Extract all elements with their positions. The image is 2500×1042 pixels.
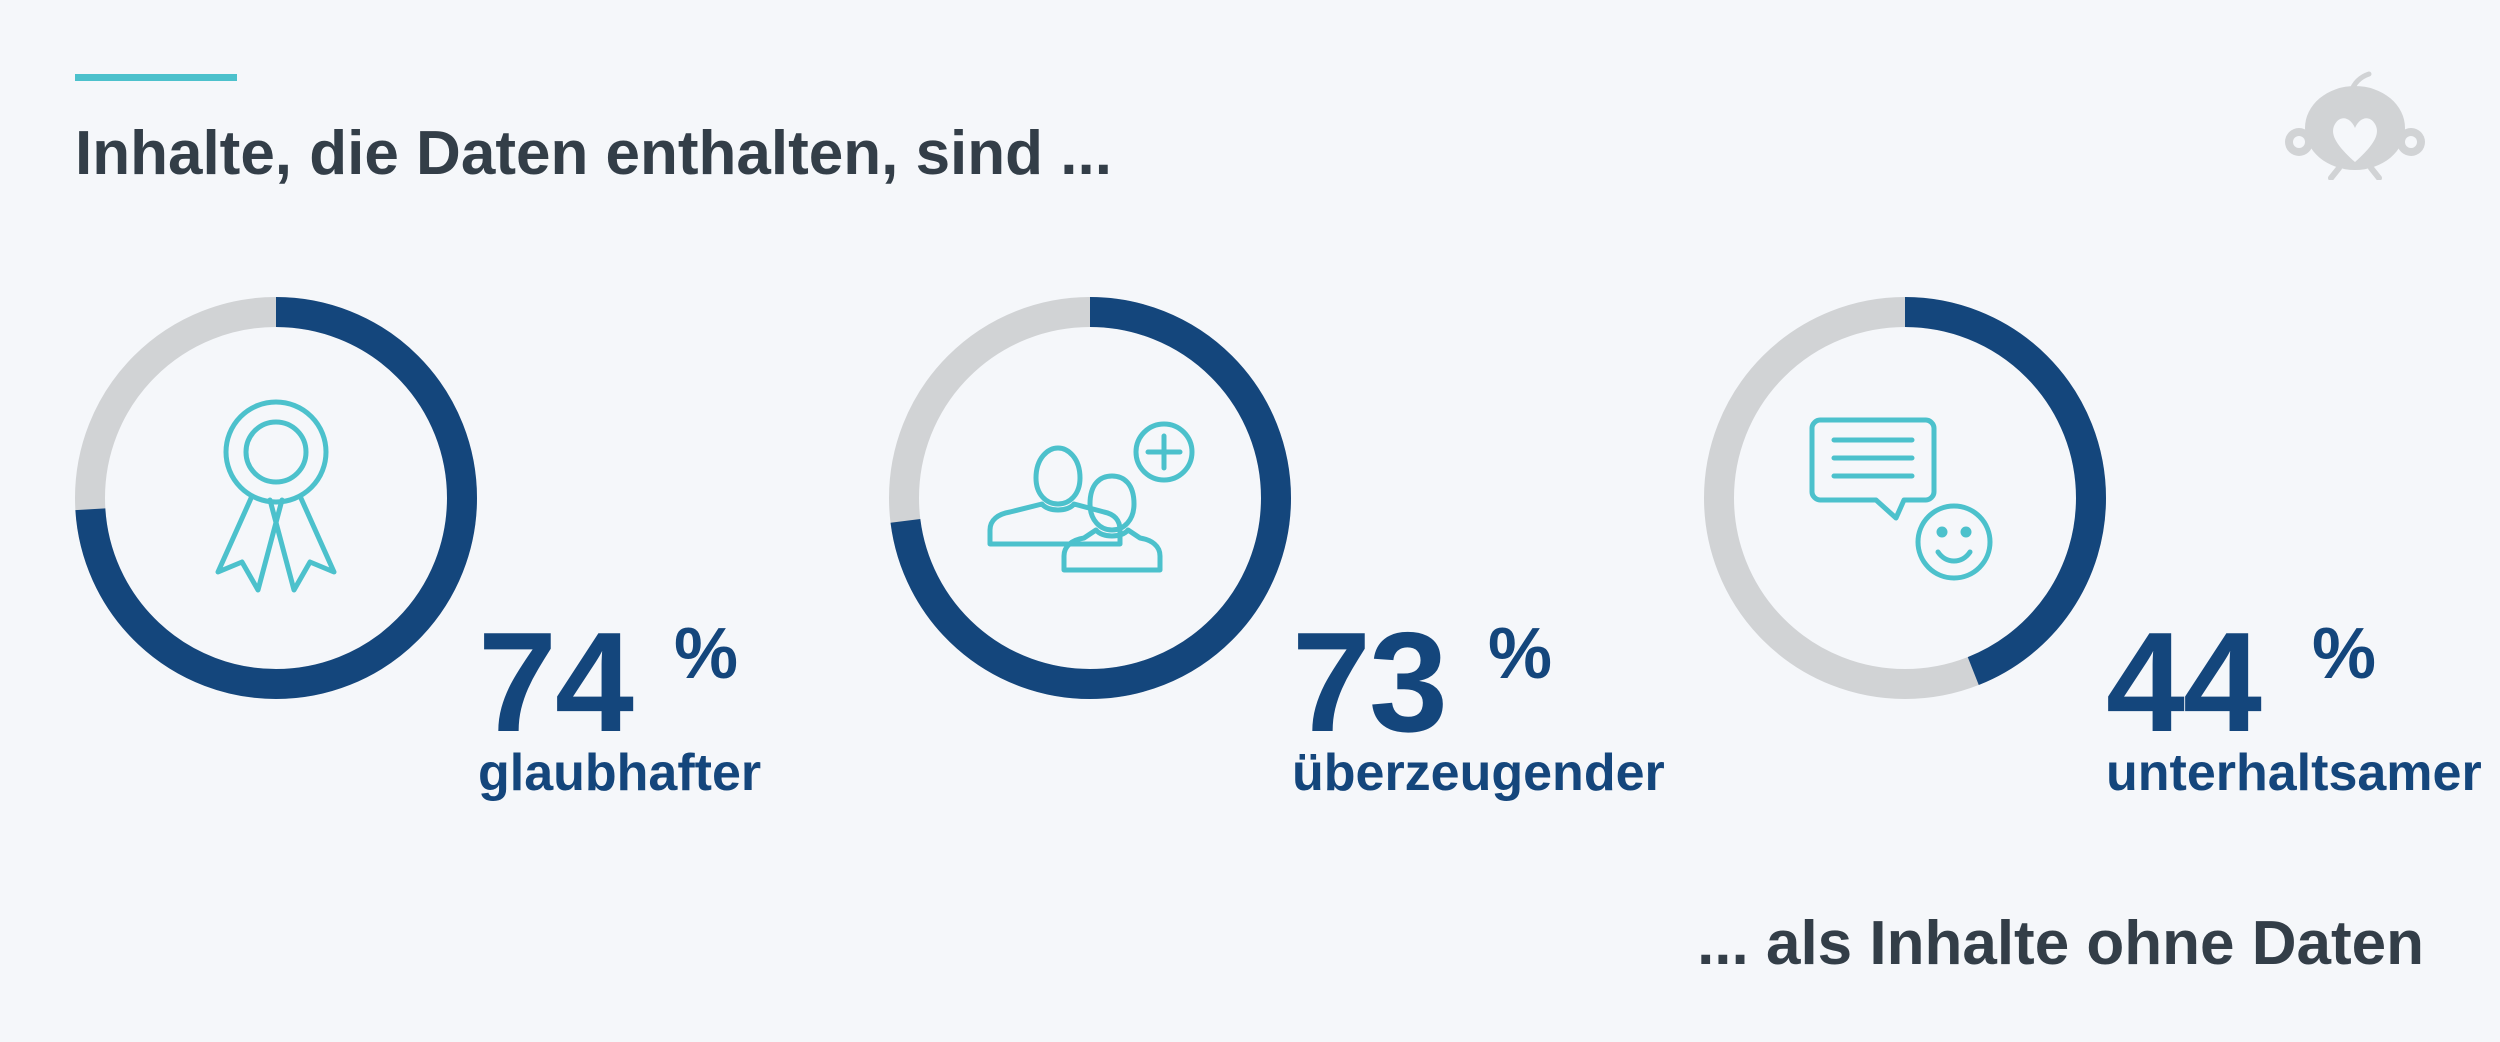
donut-1 (75, 297, 477, 699)
stat-2-value: 73 (1292, 603, 1448, 762)
stat-1-unit: % (674, 614, 739, 694)
donut-3 (1704, 297, 2106, 699)
stat-2-unit: % (1488, 614, 1553, 694)
donut-2 (889, 297, 1291, 699)
stat-2-label: überzeugender (1292, 744, 1665, 802)
stat-1-value: 74 (478, 603, 634, 762)
page-title: Inhalte, die Daten enthalten, sind ... (75, 119, 1112, 188)
users-add-icon (987, 421, 1195, 573)
donut-2-fill (889, 297, 1291, 699)
stat-3-label: unterhaltsamer (2106, 744, 2482, 802)
stat-3-unit: % (2312, 614, 2377, 694)
accent-line (75, 74, 237, 81)
donut-1-fill (75, 297, 477, 699)
stat-3-value: 44 (2106, 603, 2262, 762)
donut-3-fill (1704, 297, 2106, 699)
footer-note: ... als Inhalte ohne Daten (1697, 909, 2424, 978)
award-ribbon-icon (215, 399, 337, 593)
chat-smile-icon (1809, 417, 1993, 581)
logo-icon (2285, 71, 2425, 180)
stat-1-label: glaubhafter (478, 744, 762, 802)
